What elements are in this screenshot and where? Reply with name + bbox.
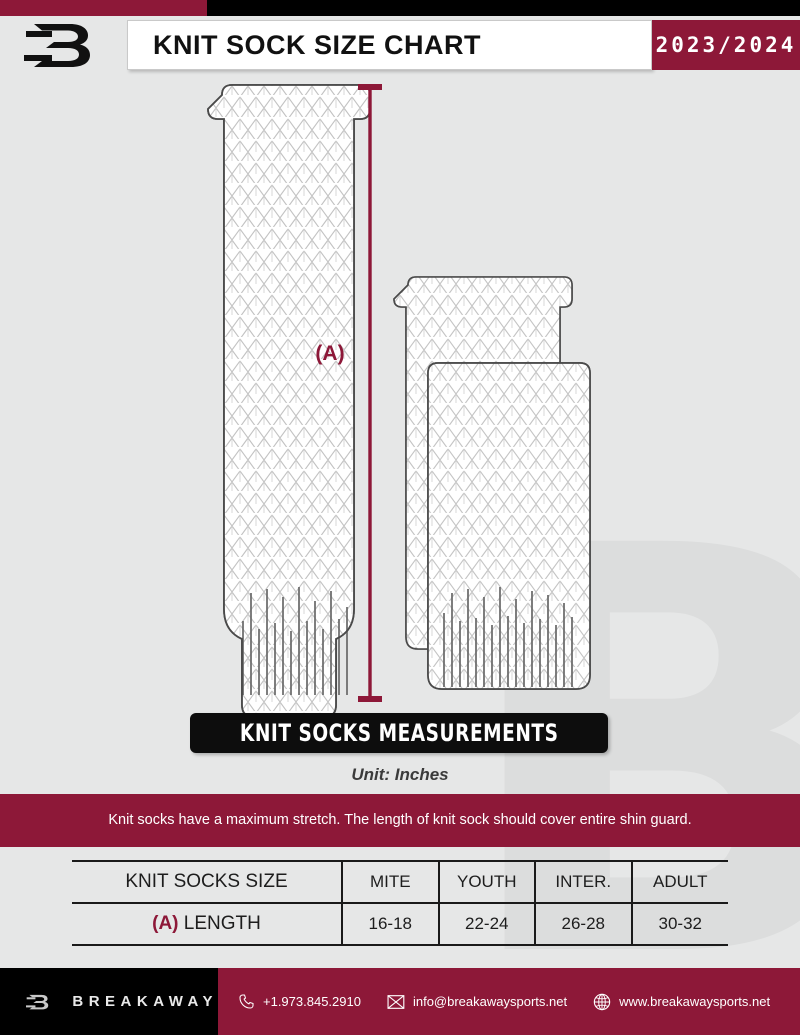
medium-sock <box>427 362 591 690</box>
footer-contact-phone[interactable]: +1.973.845.2910 <box>238 993 361 1010</box>
note-banner: Knit socks have a maximum stretch. The l… <box>0 794 800 847</box>
measurement-line-a <box>358 84 382 702</box>
page-footer: BREAKAWAY +1.973.845.2910 info@breakaway… <box>0 968 800 1035</box>
table-header-adult: ADULT <box>653 872 708 891</box>
table-row-label: (A) LENGTH <box>72 903 343 945</box>
table-header-inter: INTER. <box>535 861 633 903</box>
table-header-row: KNIT SOCKS SIZE MITE YOUTH INTER. ADULT <box>72 861 728 903</box>
unit-label: Unit: Inches <box>351 765 449 784</box>
email-icon <box>387 994 405 1009</box>
breakaway-b-logo-icon <box>26 994 49 1009</box>
footer-contact-email[interactable]: info@breakawaysports.net <box>387 994 567 1010</box>
table-cell-inter: 26-28 <box>535 903 633 945</box>
row-label-length: LENGTH <box>183 913 261 934</box>
footer-brand-block: BREAKAWAY <box>0 968 218 1035</box>
footer-website-text: www.breakawaysports.net <box>619 994 771 1009</box>
season-year-label: 2023/2024 <box>655 33 797 57</box>
top-accent-bar-red <box>0 0 207 16</box>
size-table: KNIT SOCKS SIZE MITE YOUTH INTER. ADULT … <box>72 860 728 946</box>
section-title: KNIT SOCKS MEASUREMENTS <box>239 719 559 747</box>
top-accent-bar-black <box>207 0 800 16</box>
measurement-label-a: (A) <box>315 342 344 365</box>
footer-email-text: info@breakawaysports.net <box>412 994 568 1009</box>
section-title-box: KNIT SOCKS MEASUREMENTS <box>190 713 608 753</box>
phone-icon <box>239 994 254 1009</box>
season-year-badge: 2023/2024 <box>652 20 800 70</box>
page-header: KNIT SOCK SIZE CHART 2023/2024 <box>0 16 800 73</box>
page-title: KNIT SOCK SIZE CHART <box>153 29 482 60</box>
table-cell-youth: 22-24 <box>438 903 536 945</box>
sock-illustration: (A) <box>207 84 591 713</box>
table-header-mite: MITE <box>342 861 440 903</box>
size-table-wrap: KNIT SOCKS SIZE MITE YOUTH INTER. ADULT … <box>72 860 728 946</box>
large-sock-ribbing <box>242 587 348 695</box>
footer-phone-text: +1.973.845.2910 <box>263 994 361 1009</box>
large-sock <box>207 84 371 713</box>
footer-contact-block: +1.973.845.2910 info@breakawaysports.net <box>218 968 800 1035</box>
globe-icon <box>593 993 611 1010</box>
table-cell-mite: 16-18 <box>342 903 440 945</box>
table-header-label: KNIT SOCKS SIZE <box>72 861 343 903</box>
breakaway-b-logo-icon <box>24 24 90 67</box>
footer-contact-website[interactable]: www.breakawaysports.net <box>593 993 770 1011</box>
table-header-youth: YOUTH <box>438 861 536 903</box>
footer-brand-name: BREAKAWAY <box>72 993 218 1010</box>
table-cell-adult: 30-32 <box>658 914 702 933</box>
note-text: Knit socks have a maximum stretch. The l… <box>108 811 692 828</box>
table-row: (A) LENGTH 16-18 22-24 26-28 30-32 <box>72 903 728 945</box>
medium-sock-ribbing <box>443 587 573 687</box>
row-marker-a: (A) <box>152 913 179 934</box>
page-title-box: KNIT SOCK SIZE CHART <box>127 20 652 70</box>
top-accent-bar <box>0 0 800 16</box>
